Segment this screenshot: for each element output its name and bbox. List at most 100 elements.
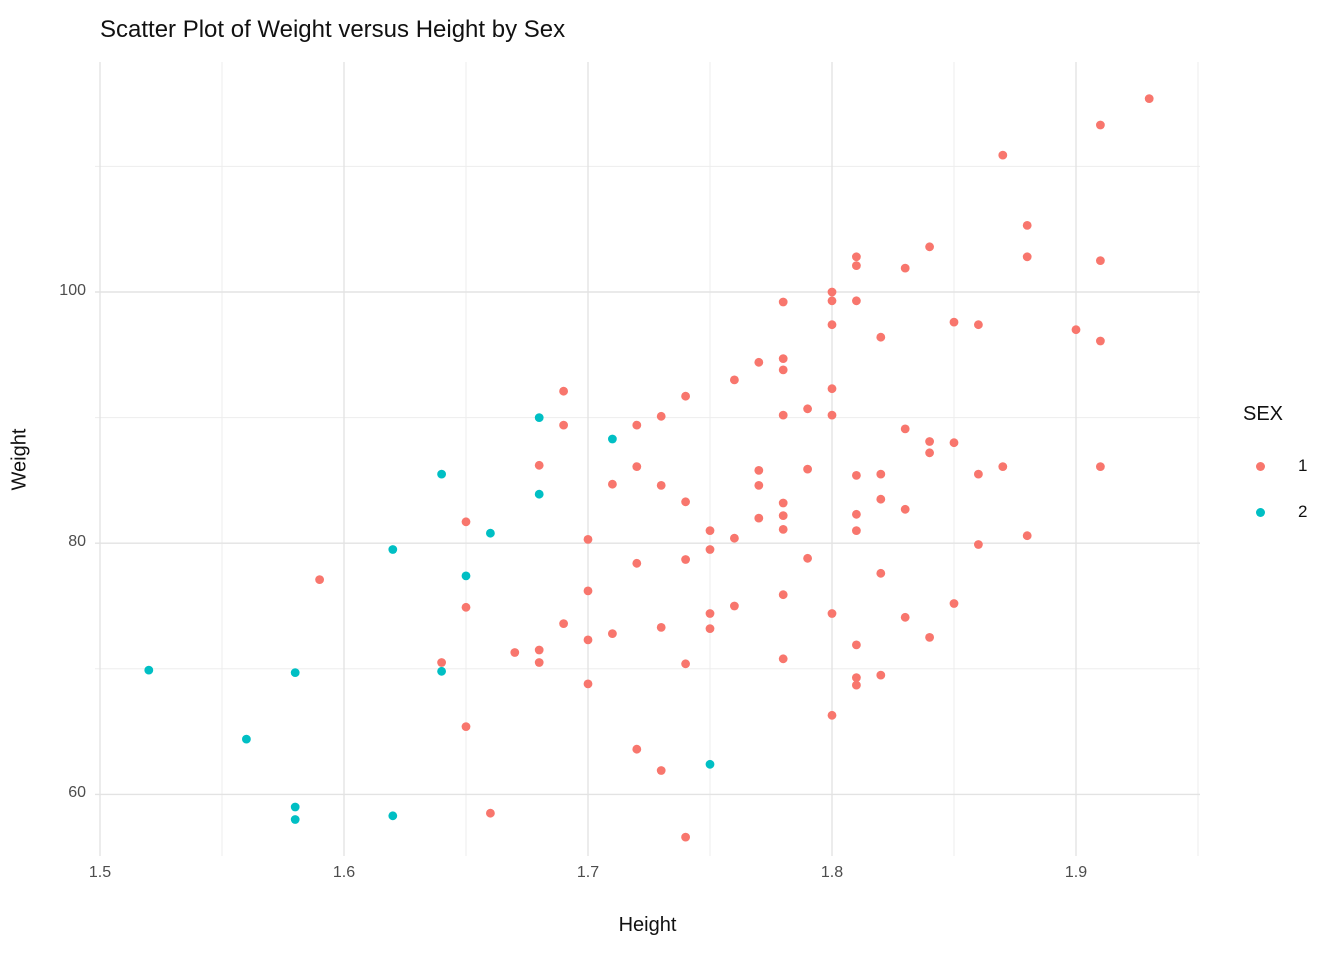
- data-point-sex-1: [583, 586, 593, 596]
- data-point-sex-1: [730, 533, 739, 543]
- data-point-sex-1: [681, 391, 690, 401]
- data-point-sex-2: [437, 666, 446, 676]
- data-point-sex-1: [852, 296, 861, 306]
- data-point-sex-1: [778, 654, 788, 664]
- data-point-sex-1: [534, 645, 544, 655]
- data-point-sex-1: [1096, 120, 1105, 130]
- data-point-sex-1: [583, 535, 593, 544]
- data-point-sex-1: [900, 424, 910, 434]
- legend-key-dot-icon: [1256, 507, 1265, 517]
- data-point-sex-1: [900, 263, 910, 273]
- data-point-sex-1: [632, 420, 642, 430]
- data-point-sex-1: [705, 609, 715, 618]
- data-point-sex-1: [949, 438, 959, 448]
- data-point-sex-1: [778, 354, 788, 363]
- data-point-sex-1: [705, 624, 715, 633]
- data-point-sex-1: [949, 317, 959, 327]
- data-point-sex-1: [803, 464, 812, 474]
- data-point-sex-1: [754, 357, 764, 367]
- data-point-sex-1: [827, 410, 837, 420]
- data-point-sex-1: [827, 296, 837, 306]
- data-point-sex-1: [925, 242, 934, 252]
- data-point-sex-1: [827, 384, 837, 394]
- data-point-sex-1: [315, 575, 324, 584]
- data-point-sex-2: [242, 734, 251, 744]
- data-point-sex-1: [1096, 256, 1105, 265]
- data-point-sex-1: [803, 404, 812, 414]
- data-point-sex-1: [656, 411, 666, 421]
- data-point-sex-2: [486, 528, 495, 538]
- legend-title: SEX: [1243, 403, 1284, 425]
- data-point-sex-1: [583, 679, 593, 689]
- data-point-sex-1: [876, 332, 886, 342]
- legend-entry-label: 1: [1298, 456, 1308, 475]
- data-point-sex-1: [730, 601, 739, 611]
- data-point-sex-2: [437, 469, 446, 479]
- data-point-sex-1: [900, 504, 910, 514]
- data-point-sex-2: [705, 759, 715, 769]
- data-point-sex-1: [803, 553, 812, 563]
- data-point-sex-1: [1096, 462, 1105, 471]
- data-point-sex-1: [852, 640, 861, 650]
- data-point-sex-1: [778, 297, 788, 307]
- data-point-sex-1: [852, 509, 861, 519]
- data-point-sex-1: [559, 619, 568, 628]
- y-tick-label: 60: [68, 784, 86, 802]
- data-point-sex-1: [632, 744, 642, 754]
- data-point-sex-1: [608, 629, 617, 638]
- data-point-sex-1: [925, 437, 934, 446]
- data-point-sex-1: [876, 670, 886, 680]
- data-point-sex-1: [656, 623, 666, 632]
- data-point-sex-1: [681, 832, 690, 842]
- data-point-sex-2: [388, 545, 398, 554]
- x-tick-label: 1.5: [88, 864, 112, 881]
- data-point-sex-1: [510, 648, 520, 657]
- data-point-sex-1: [778, 511, 788, 520]
- data-point-sex-1: [974, 540, 983, 549]
- chart-title: Scatter Plot of Weight versus Height by …: [100, 16, 566, 43]
- data-point-sex-1: [437, 658, 446, 667]
- data-point-sex-1: [998, 462, 1008, 471]
- data-point-sex-1: [608, 479, 617, 489]
- data-point-sex-1: [925, 633, 934, 642]
- y-axis-title: Weight: [8, 428, 31, 491]
- data-point-sex-1: [486, 808, 495, 818]
- minor-gridlines: [95, 62, 1200, 856]
- data-point-sex-1: [754, 481, 764, 490]
- x-tick-label: 1.7: [576, 864, 600, 881]
- legend-entry-label: 2: [1298, 502, 1308, 521]
- data-point-sex-2: [144, 665, 154, 675]
- data-point-sex-2: [388, 811, 398, 821]
- data-point-sex-1: [778, 410, 788, 420]
- data-point-sex-1: [1144, 94, 1154, 103]
- major-gridlines: [95, 62, 1200, 856]
- data-point-sex-1: [778, 525, 788, 534]
- data-point-sex-1: [1071, 325, 1081, 335]
- data-point-sex-1: [876, 469, 886, 479]
- data-point-sex-1: [876, 494, 886, 504]
- data-point-sex-1: [681, 497, 690, 507]
- data-point-sex-2: [290, 668, 300, 677]
- data-point-sex-2: [290, 802, 300, 812]
- data-point-sex-1: [852, 673, 861, 682]
- data-point-sex-1: [559, 386, 568, 396]
- data-point-sex-1: [730, 375, 739, 385]
- data-point-sex-1: [754, 466, 764, 475]
- data-point-sex-1: [1096, 336, 1105, 346]
- data-point-sex-1: [852, 252, 861, 262]
- legend-entry-2: 2: [1256, 500, 1307, 524]
- data-point-sex-1: [827, 287, 837, 297]
- data-point-sex-1: [900, 612, 910, 622]
- legend-entry-1: 1: [1256, 454, 1307, 478]
- data-point-sex-1: [949, 599, 959, 608]
- data-points: [144, 94, 1154, 842]
- data-point-sex-1: [681, 555, 690, 564]
- data-point-sex-1: [656, 766, 666, 775]
- data-point-sex-1: [681, 659, 690, 669]
- data-point-sex-1: [852, 471, 861, 480]
- data-point-sex-1: [632, 462, 642, 471]
- data-point-sex-1: [559, 420, 568, 430]
- x-tick-label: 1.8: [820, 864, 844, 881]
- data-point-sex-1: [852, 680, 861, 690]
